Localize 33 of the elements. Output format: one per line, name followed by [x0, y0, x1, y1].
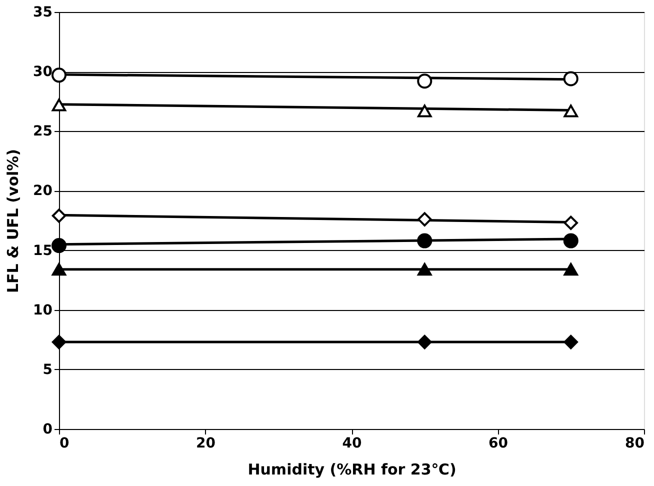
point	[52, 208, 66, 223]
y-tick-label: 0	[42, 422, 53, 438]
point	[564, 334, 578, 350]
point	[51, 238, 67, 254]
point	[564, 263, 578, 276]
y-tick-label: 20	[33, 183, 53, 200]
point	[563, 233, 578, 248]
point	[564, 104, 578, 118]
point	[418, 263, 432, 276]
point	[52, 334, 66, 350]
x-tick-label: 80	[625, 436, 645, 452]
y-tick-label: 15	[33, 242, 52, 259]
y-tick-label: 30	[33, 64, 53, 80]
point	[418, 334, 432, 350]
point	[418, 104, 432, 118]
point	[418, 212, 432, 226]
x-tick-label: 20	[196, 436, 216, 452]
point	[564, 216, 578, 230]
x-tick-label: 40	[342, 436, 362, 452]
point	[51, 68, 67, 83]
y-tick-label: 35	[33, 4, 52, 20]
y-tick-label: 10	[33, 302, 53, 318]
x-axis-title: Humidity (%RH for 23℃)	[248, 460, 456, 478]
point	[52, 98, 66, 112]
point	[563, 71, 578, 86]
x-tick-label: 0	[60, 436, 70, 452]
point	[417, 233, 432, 248]
y-axis-title: LFL & UFL (vol%)	[4, 148, 22, 294]
point	[417, 74, 432, 89]
point	[52, 263, 66, 276]
y-tick-label: 25	[33, 124, 52, 140]
x-tick-label: 60	[488, 436, 508, 452]
y-tick-label: 5	[42, 362, 52, 378]
